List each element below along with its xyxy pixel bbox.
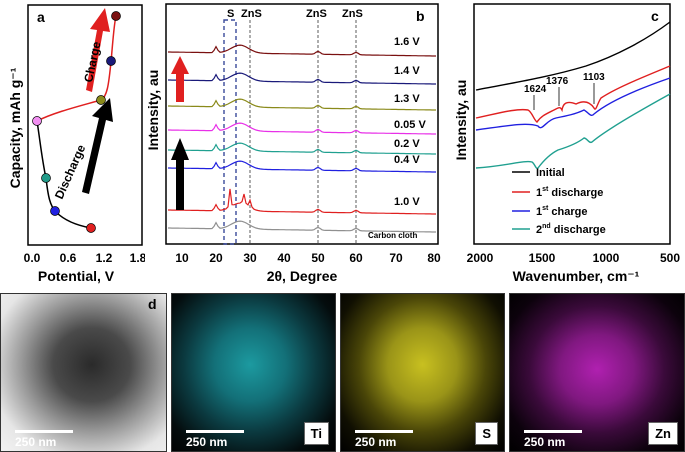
ftir-1st-charge (475, 77, 671, 131)
zns-ref-label: ZnS (241, 8, 262, 20)
panel-a-xlabel: Potential, V (38, 268, 115, 284)
scale-bar (186, 430, 244, 433)
xrd-curve (168, 142, 436, 155)
s-reference-box (223, 19, 237, 245)
charge-arrow (171, 56, 189, 102)
state-point (50, 206, 60, 216)
ftir-initial (475, 21, 671, 91)
scale-bar-label: 250 nm (355, 435, 397, 449)
peak-label: 1376 (546, 76, 569, 87)
xrd-curve (168, 72, 436, 85)
state-point (41, 173, 51, 183)
panel-c-letter: c (651, 8, 659, 24)
panel-a-frame (27, 4, 143, 246)
curve-label: 1.4 V (394, 65, 420, 77)
x-tick: 1.2 (96, 251, 113, 265)
x-tick: 1000 (593, 251, 620, 265)
panel-c-xlabel: Wavenumber, cm⁻¹ (513, 268, 640, 284)
curve-label: 0.05 V (394, 119, 426, 131)
panel-b-ylabel: Intensity, au (145, 70, 161, 151)
x-tick: 30 (243, 251, 257, 265)
charge-arrow (86, 8, 110, 92)
panel-c-chart: c 1624 1376 1103 Initial 1st discharge 1… (453, 3, 681, 284)
ftir-2nd-discharge (475, 93, 671, 170)
charge-curve (36, 15, 117, 122)
panel-c-frame (473, 3, 671, 245)
zns-ref-label: ZnS (342, 8, 363, 20)
xrd-curve (168, 122, 436, 135)
state-point (32, 116, 42, 126)
s-ref-label: S (227, 8, 234, 20)
curve-label: 1.6 V (394, 36, 420, 48)
tem-image: 250 nm (0, 293, 167, 452)
x-tick: 0.6 (60, 251, 77, 265)
panel-a-chart: a Charge Discharge 0.0 0.6 1.2 1.8 Poten… (7, 4, 145, 284)
xrd-curves (168, 44, 436, 233)
curve-label: 0.2 V (394, 138, 420, 150)
x-tick: 50 (311, 251, 325, 265)
x-tick: 1500 (529, 251, 556, 265)
x-tick: 500 (660, 251, 680, 265)
element-tag: Ti (303, 422, 329, 445)
x-tick: 80 (427, 251, 441, 265)
x-tick: 2000 (467, 251, 494, 265)
x-tick: 70 (389, 251, 403, 265)
x-tick: 60 (349, 251, 363, 265)
zn-eds-map: 250 nm Zn (509, 293, 685, 452)
zns-ref-label: ZnS (306, 8, 327, 20)
state-point (96, 95, 106, 105)
peak-label: 1103 (583, 72, 605, 83)
x-tick: 10 (175, 251, 189, 265)
legend-entry: 1st charge (536, 205, 588, 218)
state-point (86, 223, 96, 233)
curve-label: 0.4 V (394, 154, 420, 166)
panel-b-frame (165, 3, 439, 245)
element-tag: S (475, 422, 498, 445)
x-tick: 1.8 (130, 251, 145, 265)
x-tick: 20 (209, 251, 223, 265)
scale-bar-label: 250 nm (186, 435, 228, 449)
ti-eds-map: 250 nm Ti (171, 293, 336, 452)
curve-label: 1.3 V (394, 93, 420, 105)
ftir-1st-discharge (475, 65, 671, 123)
panel-a-letter: a (37, 9, 45, 25)
panel-b-letter: b (416, 8, 425, 24)
state-point (106, 56, 116, 66)
scale-bar-label: 250 nm (524, 435, 566, 449)
scale-bar-label: 250 nm (15, 435, 57, 449)
charge-label: Charge (81, 40, 103, 84)
panel-d-letter: d (148, 296, 157, 312)
discharge-arrow (171, 138, 189, 210)
panel-c-xticks: 2000 1500 1000 500 (467, 251, 681, 265)
legend-entry: 2nd discharge (536, 223, 606, 236)
scale-bar (355, 430, 413, 433)
scale-bar (15, 430, 73, 433)
legend-entry: 1st discharge (536, 186, 603, 199)
xrd-curve (168, 44, 436, 57)
scale-bar (524, 430, 582, 433)
discharge-label: Discharge (52, 142, 89, 201)
panel-b-chart: b S ZnS ZnS ZnS 1.6 V 1.4 V 1.3 V 0.05 V… (145, 3, 441, 284)
xrd-curve (168, 160, 436, 173)
xrd-curve (168, 188, 436, 215)
panel-c-ylabel: Intensity, au (453, 80, 469, 161)
xrd-curve (168, 98, 436, 111)
state-point (111, 11, 121, 21)
peak-label: 1624 (524, 84, 547, 95)
element-tag: Zn (648, 422, 678, 445)
panel-a-ylabel: Capacity, mAh g⁻¹ (7, 67, 23, 188)
discharge-curve (36, 120, 92, 229)
x-tick: 0.0 (24, 251, 41, 265)
panel-b-xlabel: 2θ, Degree (267, 268, 338, 284)
ftir-legend: Initial 1st discharge 1st charge 2nd dis… (512, 167, 606, 236)
discharge-arrow (82, 98, 113, 194)
legend-entry: Initial (536, 167, 565, 179)
curve-label: 1.0 V (394, 196, 420, 208)
x-tick: 40 (277, 251, 291, 265)
xrd-curve (168, 220, 436, 233)
panel-b-xticks: 10 20 30 40 50 60 70 80 (175, 251, 441, 265)
curve-label: Carbon cloth (368, 231, 417, 240)
s-eds-map: 250 nm S (340, 293, 505, 452)
panel-a-xticks: 0.0 0.6 1.2 1.8 (24, 251, 145, 265)
